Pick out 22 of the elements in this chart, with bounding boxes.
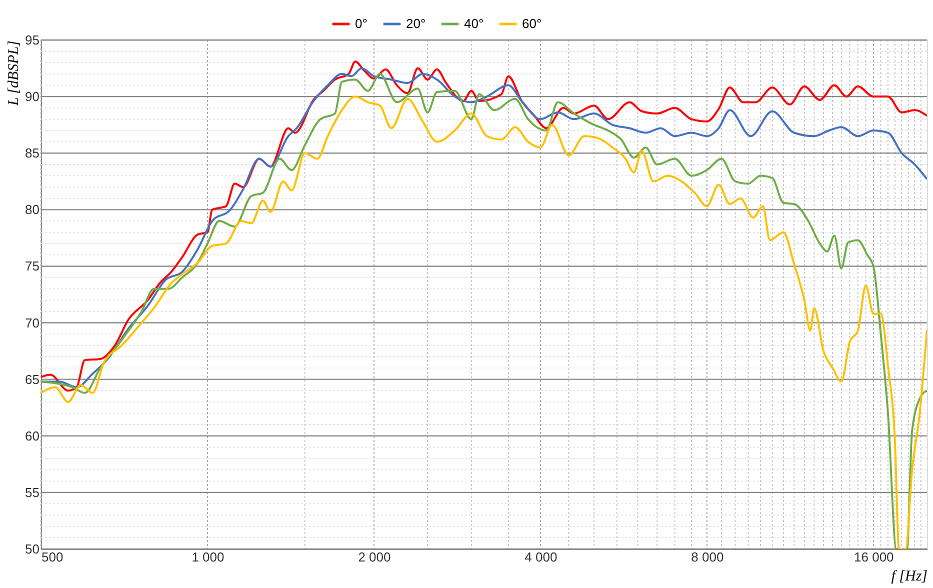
- x-tick-label: 4 000: [524, 550, 558, 564]
- y-tick-label: 60: [25, 428, 40, 444]
- x-tick-label: 16 000: [854, 550, 894, 564]
- x-axis-title: f [Hz]: [891, 568, 928, 584]
- y-tick-label: 85: [25, 146, 40, 161]
- legend-label: 20°: [406, 16, 426, 31]
- y-tick-label: 50: [25, 542, 40, 556]
- legend-label: 0°: [355, 16, 368, 31]
- y-tick-label: 70: [25, 315, 40, 330]
- y-tick-label: 75: [25, 258, 40, 274]
- legend-label: 40°: [464, 16, 484, 31]
- x-tick-label: 1 000: [192, 550, 224, 564]
- x-tick-label: 8 000: [691, 550, 724, 564]
- y-tick-label: 55: [25, 484, 40, 500]
- y-axis-title: L [dBSPL]: [6, 40, 22, 107]
- x-tick-label: 2 000: [358, 550, 391, 564]
- legend-label: 60°: [522, 16, 542, 31]
- y-tick-label: 80: [25, 202, 40, 218]
- y-tick-label: 90: [25, 89, 40, 104]
- y-tick-label: 65: [25, 372, 40, 387]
- x-tick-label: 500: [42, 550, 64, 564]
- y-tick-label: 95: [25, 32, 40, 48]
